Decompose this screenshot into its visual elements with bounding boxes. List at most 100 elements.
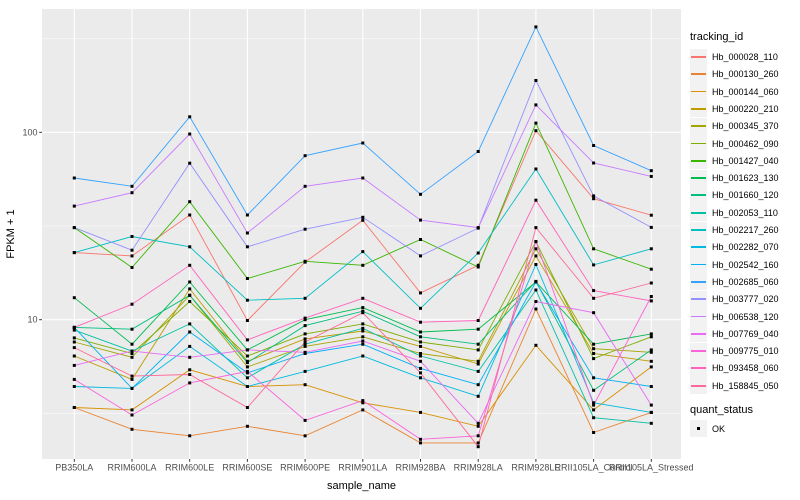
data-point-marker [303, 184, 307, 188]
data-point-marker [419, 366, 422, 370]
data-point-marker [592, 376, 596, 380]
data-point-marker [476, 226, 480, 230]
legend-title-quant-status: quant_status [690, 404, 753, 416]
legend-key-swatch [690, 308, 707, 325]
y-tick-label: 100 [22, 127, 37, 137]
data-point-marker [534, 240, 538, 244]
legend-item-label: Hb_001427_040 [712, 155, 779, 166]
legend-key-swatch [690, 377, 707, 395]
data-point-marker [361, 176, 365, 180]
data-point-marker [245, 213, 249, 217]
legend-item-Hb_000144_060: Hb_000144_060 [690, 83, 779, 101]
legend-item-label: Hb_000130_260 [712, 69, 779, 80]
legend-item-Hb_009775_010: Hb_009775_010 [690, 342, 779, 360]
data-point-marker [72, 377, 76, 381]
data-point-marker [361, 326, 365, 330]
series-color-line-icon [691, 159, 706, 162]
legend-item-label: Hb_158845_050 [712, 380, 779, 391]
data-point-marker [534, 79, 538, 82]
data-point-marker [419, 359, 422, 363]
data-point-marker [130, 408, 134, 412]
data-point-marker [649, 335, 653, 339]
data-point-marker [245, 369, 249, 373]
data-point-marker [476, 251, 480, 255]
data-point-marker [534, 129, 538, 133]
data-point-marker [245, 406, 249, 409]
data-point-marker [303, 418, 307, 422]
data-point-marker [188, 245, 192, 249]
data-point-marker [303, 342, 307, 346]
x-tick-label: RRII105LA_Control [555, 463, 633, 473]
data-point-marker [130, 349, 134, 353]
legend-item-label: Hb_006538_120 [712, 311, 779, 322]
series-color-line-icon [691, 56, 706, 58]
data-point-marker [72, 385, 76, 388]
data-point-marker [72, 340, 76, 344]
data-point-marker [130, 248, 134, 252]
legend-item-Hb_002685_060: Hb_002685_060 [690, 273, 779, 291]
legend-key-swatch [690, 204, 707, 222]
data-point-marker [245, 298, 249, 302]
legend-item-Hb_003777_020: Hb_003777_020 [690, 290, 779, 308]
legend-item-label: Hb_002685_060 [712, 276, 779, 287]
legend-item-label: Hb_001623_130 [712, 173, 779, 184]
data-point-marker [476, 150, 480, 153]
x-axis-title: sample_name [326, 480, 397, 492]
data-point-marker [476, 342, 480, 346]
data-point-marker [72, 176, 76, 180]
data-point-marker [130, 184, 134, 188]
data-point-marker [130, 191, 134, 195]
data-point-marker [72, 406, 76, 409]
data-point-marker [361, 335, 365, 339]
data-point-marker [303, 154, 307, 158]
data-point-marker [361, 263, 365, 267]
data-point-marker [476, 424, 480, 428]
data-point-marker [419, 238, 422, 241]
legend-key-swatch [690, 152, 707, 170]
data-point-marker [476, 394, 480, 398]
data-point-marker [419, 344, 422, 348]
data-point-marker [303, 318, 307, 322]
y-tick-label: 10 [27, 315, 37, 325]
data-point-marker [130, 235, 134, 238]
legend-item-Hb_093458_060: Hb_093458_060 [690, 359, 779, 377]
legend-key-swatch [690, 359, 707, 377]
data-point-marker [130, 377, 134, 381]
data-point-marker [476, 445, 480, 449]
data-point-marker [188, 381, 192, 385]
series-color-line-icon [691, 280, 706, 283]
data-point-marker [476, 383, 480, 387]
series-color-line-icon [691, 125, 706, 128]
data-point-marker [188, 373, 192, 376]
data-point-marker [188, 368, 192, 372]
legend-item-label: Hb_000462_090 [712, 138, 779, 149]
data-point-marker [649, 332, 653, 336]
data-point-marker [130, 427, 134, 431]
legend-item-Hb_000345_370: Hb_000345_370 [690, 117, 779, 135]
data-point-marker [245, 354, 249, 358]
series-color-line-icon [691, 211, 706, 214]
data-point-marker [303, 227, 307, 231]
data-point-marker [649, 267, 653, 271]
data-point-marker [534, 25, 538, 29]
quant-ok-key [690, 420, 707, 437]
legend-key-swatch [690, 221, 707, 239]
data-point-marker [130, 355, 134, 359]
x-tick-label: RRIM901LA [338, 463, 387, 473]
data-point-marker [361, 296, 365, 300]
data-point-marker [534, 300, 538, 303]
data-point-marker [649, 247, 653, 251]
data-point-marker [361, 250, 365, 254]
legend-key-swatch [690, 100, 707, 118]
black-square-marker-icon [697, 427, 700, 430]
data-point-marker [188, 161, 192, 165]
data-point-marker [534, 247, 538, 251]
data-point-marker [592, 388, 596, 392]
data-point-marker [361, 311, 365, 315]
data-point-marker [649, 359, 653, 363]
data-point-marker [649, 295, 653, 298]
data-point-marker [361, 342, 365, 346]
data-point-marker [592, 161, 596, 165]
data-point-marker [592, 342, 596, 346]
series-color-line-icon [691, 246, 706, 249]
